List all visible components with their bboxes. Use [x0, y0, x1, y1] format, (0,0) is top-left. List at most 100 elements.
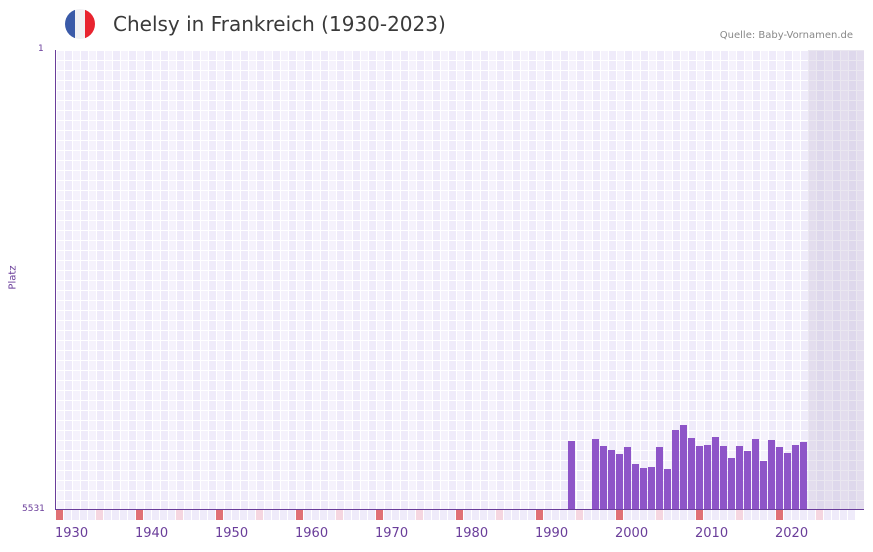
bar-2010[interactable] — [696, 445, 703, 510]
bar-2019[interactable] — [768, 439, 775, 510]
year-marker — [384, 510, 391, 520]
year-marker — [800, 510, 807, 520]
year-marker — [200, 510, 207, 520]
year-marker — [288, 510, 295, 520]
bar-2020[interactable] — [776, 446, 783, 510]
bar-2013[interactable] — [720, 445, 727, 510]
x-tick-label: 2020 — [775, 526, 809, 541]
year-marker — [720, 510, 727, 520]
year-marker — [816, 510, 823, 520]
year-marker — [96, 510, 103, 520]
year-marker — [624, 510, 631, 520]
year-marker — [80, 510, 87, 520]
year-marker — [848, 510, 855, 520]
year-marker — [632, 510, 639, 520]
bar-1999[interactable] — [608, 449, 615, 510]
year-marker — [552, 510, 559, 520]
year-marker — [696, 510, 703, 520]
bar-2011[interactable] — [704, 444, 711, 510]
bar-1994[interactable] — [568, 440, 575, 510]
year-marker — [512, 510, 519, 520]
france-flag-icon — [65, 9, 95, 39]
bar-2007[interactable] — [672, 429, 679, 510]
year-marker — [264, 510, 271, 520]
year-marker — [672, 510, 679, 520]
year-marker — [832, 510, 839, 520]
year-marker — [448, 510, 455, 520]
bar-2008[interactable] — [680, 425, 687, 510]
year-marker — [840, 510, 847, 520]
year-marker — [792, 510, 799, 520]
year-marker — [664, 510, 671, 520]
flag-stripe-red — [85, 9, 95, 39]
bar-2012[interactable] — [712, 436, 719, 510]
x-axis-labels: 1930 1940 1950 1960 1970 1980 1990 2000 2010 2020 — [0, 526, 873, 546]
year-marker — [776, 510, 783, 520]
bar-2022[interactable] — [792, 444, 799, 510]
year-marker — [504, 510, 511, 520]
year-marker — [312, 510, 319, 520]
x-tick-label: 1940 — [135, 526, 169, 541]
year-marker — [56, 510, 63, 520]
year-marker — [128, 510, 135, 520]
year-marker — [336, 510, 343, 520]
year-marker — [160, 510, 167, 520]
x-tick-label: 2010 — [695, 526, 729, 541]
year-marker — [376, 510, 383, 520]
year-marker — [152, 510, 159, 520]
year-marker — [184, 510, 191, 520]
bar-2009[interactable] — [688, 437, 695, 510]
bar-2004[interactable] — [648, 466, 655, 510]
year-marker — [576, 510, 583, 520]
year-marker — [464, 510, 471, 520]
year-marker — [72, 510, 79, 520]
year-marker — [608, 510, 615, 520]
year-marker — [616, 510, 623, 520]
year-marker — [536, 510, 543, 520]
year-marker — [176, 510, 183, 520]
year-marker — [224, 510, 231, 520]
bar-2016[interactable] — [744, 450, 751, 510]
bar-2018[interactable] — [760, 460, 767, 510]
bar-2017[interactable] — [752, 438, 759, 510]
bar-2003[interactable] — [640, 467, 647, 510]
bar-2000[interactable] — [616, 453, 623, 510]
bar-2005[interactable] — [656, 446, 663, 510]
year-marker — [680, 510, 687, 520]
year-marker — [480, 510, 487, 520]
source-link[interactable]: Quelle: Baby-Vornamen.de — [719, 30, 853, 41]
bar-2002[interactable] — [632, 463, 639, 510]
year-marker — [360, 510, 367, 520]
year-marker — [440, 510, 447, 520]
year-markers — [56, 510, 864, 520]
year-marker — [328, 510, 335, 520]
year-marker — [320, 510, 327, 520]
year-marker — [824, 510, 831, 520]
year-marker — [752, 510, 759, 520]
bar-1998[interactable] — [600, 445, 607, 510]
year-marker — [760, 510, 767, 520]
year-marker — [744, 510, 751, 520]
bar-2001[interactable] — [624, 446, 631, 510]
year-marker — [120, 510, 127, 520]
bar-2014[interactable] — [728, 457, 735, 510]
year-marker — [248, 510, 255, 520]
bar-2021[interactable] — [784, 452, 791, 510]
year-marker — [144, 510, 151, 520]
year-marker — [88, 510, 95, 520]
bar-2023[interactable] — [800, 441, 807, 510]
bar-1997[interactable] — [592, 438, 599, 510]
year-marker — [232, 510, 239, 520]
year-marker — [712, 510, 719, 520]
flag-stripe-blue — [65, 9, 75, 39]
bar-2006[interactable] — [664, 468, 671, 510]
year-marker — [432, 510, 439, 520]
year-marker — [416, 510, 423, 520]
year-marker — [136, 510, 143, 520]
year-marker — [168, 510, 175, 520]
x-tick-label: 1930 — [55, 526, 89, 541]
year-marker — [568, 510, 575, 520]
chart-title: Chelsy in Frankreich (1930-2023) — [113, 12, 446, 36]
year-marker — [272, 510, 279, 520]
bar-2015[interactable] — [736, 445, 743, 510]
